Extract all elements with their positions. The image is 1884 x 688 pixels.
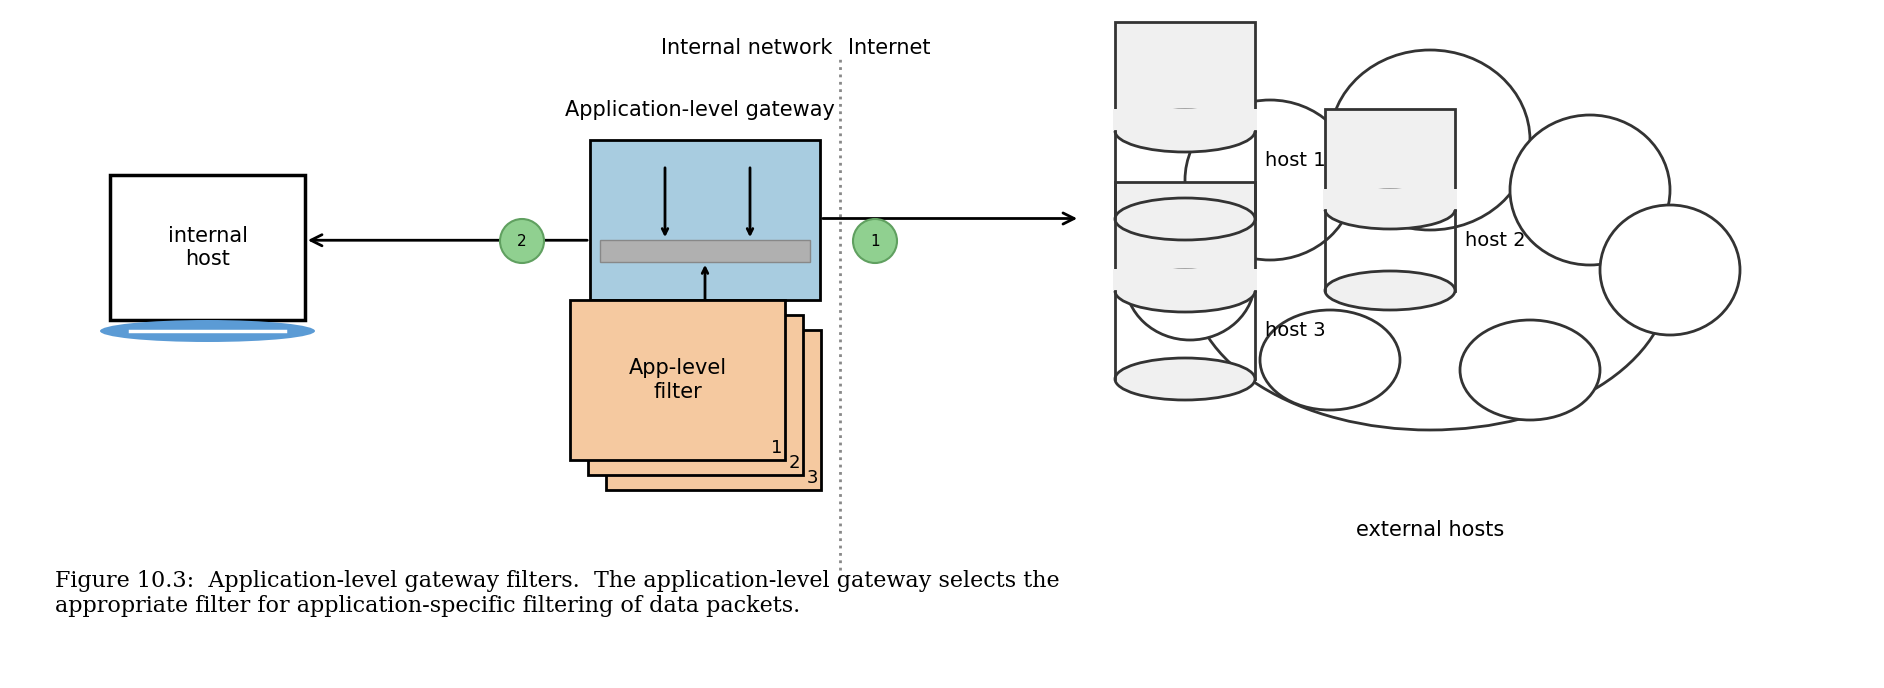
Ellipse shape (1191, 130, 1669, 430)
Ellipse shape (1509, 115, 1669, 265)
Ellipse shape (1185, 100, 1355, 260)
Text: host 3: host 3 (1264, 321, 1326, 339)
Text: 1: 1 (771, 439, 782, 457)
Circle shape (853, 219, 897, 263)
Text: Internet: Internet (848, 38, 931, 58)
Bar (588, 315, 803, 475)
Bar (590, 140, 820, 300)
Bar (109, 175, 305, 320)
Text: host 1: host 1 (1264, 151, 1326, 169)
Text: 3: 3 (806, 469, 818, 487)
Bar (1115, 22, 1255, 131)
Text: 2: 2 (789, 454, 801, 472)
Ellipse shape (100, 320, 315, 342)
Text: host 2: host 2 (1466, 230, 1526, 250)
Ellipse shape (1115, 270, 1255, 312)
Text: 1: 1 (870, 233, 880, 248)
Ellipse shape (1260, 310, 1400, 410)
Ellipse shape (1115, 110, 1255, 152)
Ellipse shape (1330, 50, 1530, 230)
Text: Application-level gateway: Application-level gateway (565, 100, 835, 120)
Text: external hosts: external hosts (1356, 520, 1503, 540)
Text: internal
host: internal host (168, 226, 247, 269)
Ellipse shape (1460, 320, 1600, 420)
Bar (599, 240, 810, 262)
Bar (1324, 109, 1454, 210)
Ellipse shape (1115, 198, 1255, 240)
Ellipse shape (1324, 190, 1454, 229)
Text: 2: 2 (518, 233, 528, 248)
Ellipse shape (1324, 271, 1454, 310)
Ellipse shape (1600, 205, 1741, 335)
Text: Internal network: Internal network (661, 38, 833, 58)
Bar (1115, 182, 1255, 291)
Bar (1113, 109, 1257, 131)
Circle shape (499, 219, 544, 263)
Text: App-level
filter: App-level filter (629, 358, 727, 402)
Bar (1323, 189, 1456, 210)
Text: Figure 10.3:  Application-level gateway filters.  The application-level gateway : Figure 10.3: Application-level gateway f… (55, 570, 1059, 617)
Bar (571, 300, 786, 460)
Ellipse shape (1115, 358, 1255, 400)
Bar (1113, 269, 1257, 291)
Ellipse shape (1125, 220, 1255, 340)
Bar (607, 330, 821, 490)
